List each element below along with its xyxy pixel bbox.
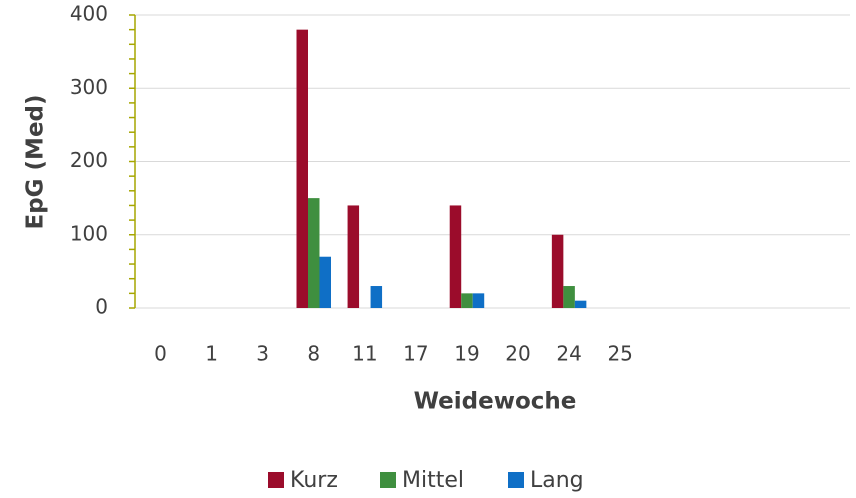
bar: [574, 300, 587, 308]
x-tick-label: 24: [556, 342, 581, 366]
y-tick-label: 300: [70, 75, 108, 99]
bar: [461, 293, 473, 308]
x-tick-label: 11: [352, 342, 377, 366]
x-tick-label: 8: [307, 342, 320, 366]
bar: [449, 205, 462, 308]
legend-swatch: [268, 472, 284, 488]
y-tick-label: 400: [70, 2, 108, 26]
bar: [296, 29, 308, 309]
bar: [308, 198, 320, 308]
x-tick-label: 17: [403, 342, 428, 366]
x-tick-label: 25: [607, 342, 632, 366]
legend-label: Mittel: [402, 468, 464, 493]
bar: [347, 205, 360, 308]
x-tick-label: 1: [205, 342, 218, 366]
bar: [563, 286, 575, 308]
x-axis-label: Weidewoche: [414, 389, 577, 415]
y-tick-label: 0: [95, 295, 108, 319]
bar: [472, 293, 485, 308]
bar: [551, 234, 564, 308]
y-axis-label: EpG (Med): [23, 94, 49, 229]
x-tick-label: 20: [505, 342, 530, 366]
legend-swatch: [508, 472, 524, 488]
y-tick-label: 200: [70, 148, 108, 172]
y-tick-label: 100: [70, 221, 108, 245]
legend-swatch: [380, 472, 396, 488]
legend-label: Kurz: [290, 468, 338, 493]
x-tick-label: 19: [454, 342, 479, 366]
x-tick-label: 0: [154, 342, 167, 366]
x-tick-label: 3: [256, 342, 269, 366]
bar: [319, 256, 331, 308]
legend-label: Lang: [530, 468, 584, 493]
bar: [370, 286, 383, 308]
